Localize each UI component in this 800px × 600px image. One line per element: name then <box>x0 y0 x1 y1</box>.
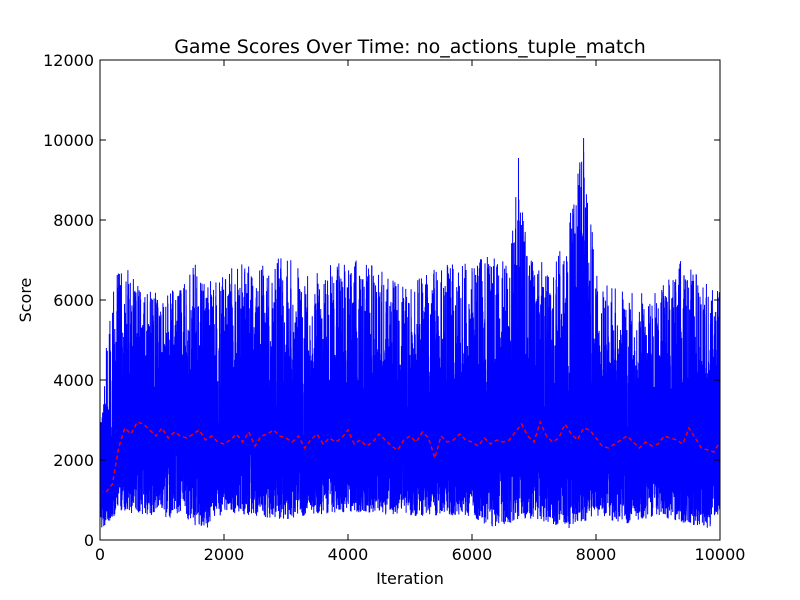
raw-score-line <box>99 137 721 528</box>
x-tick-label: 4000 <box>328 545 369 564</box>
y-tick-label: 10000 <box>43 131 94 150</box>
series-moving-average <box>105 420 721 493</box>
chart-title: Game Scores Over Time: no_actions_tuple_… <box>174 36 646 58</box>
moving-average-line <box>105 420 721 493</box>
x-tick-label: 2000 <box>204 545 245 564</box>
x-tick-label: 8000 <box>576 545 617 564</box>
y-axis: 0 2000 4000 6000 8000 10000 12000 <box>43 51 720 550</box>
y-tick-label: 8000 <box>53 211 94 230</box>
y-tick-label: 0 <box>84 531 94 550</box>
series-raw-scores <box>99 137 721 528</box>
x-tick-label: 0 <box>95 545 105 564</box>
x-tick-label: 10000 <box>695 545 746 564</box>
y-tick-label: 2000 <box>53 451 94 470</box>
y-axis-label: Score <box>16 278 35 323</box>
y-tick-label: 12000 <box>43 51 94 70</box>
y-tick-label: 4000 <box>53 371 94 390</box>
x-axis-label: Iteration <box>376 569 444 588</box>
x-axis: 0 2000 4000 6000 8000 10000 <box>95 60 746 564</box>
y-tick-label: 6000 <box>53 291 94 310</box>
x-tick-label: 6000 <box>452 545 493 564</box>
